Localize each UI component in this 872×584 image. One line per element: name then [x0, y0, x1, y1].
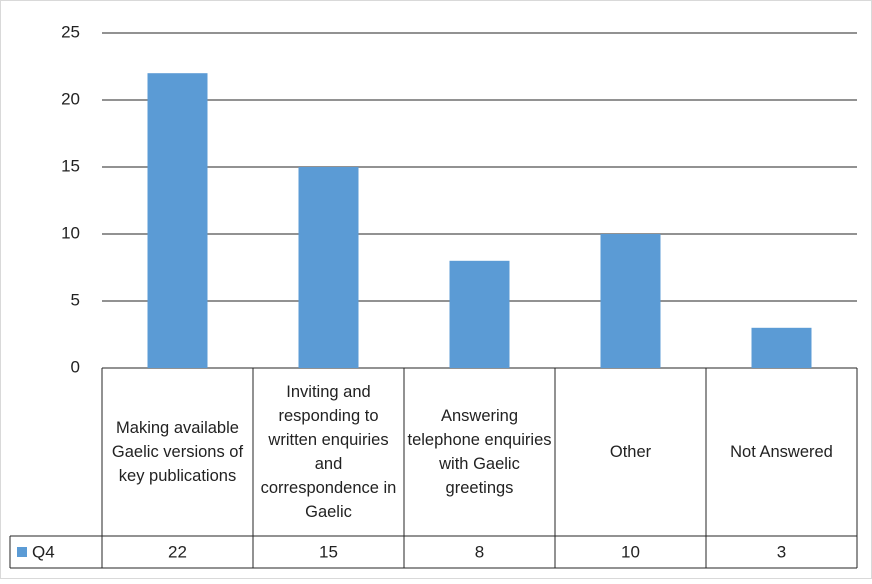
- bar: [600, 234, 661, 368]
- y-tick-label: 5: [71, 290, 80, 309]
- legend-swatch: [17, 547, 27, 557]
- bar: [449, 260, 510, 368]
- y-tick-label: 15: [61, 156, 80, 175]
- table-value: 22: [168, 542, 187, 561]
- category-cell: Making available Gaelic versions of key …: [111, 419, 244, 485]
- category-cell: Not Answered: [730, 443, 833, 461]
- table-value: 15: [319, 542, 338, 561]
- x-tick-label: Other: [609, 443, 652, 461]
- bar: [751, 327, 812, 368]
- y-tick-label: 25: [61, 22, 80, 41]
- table-value: 8: [475, 542, 484, 561]
- bar: [298, 167, 359, 368]
- y-tick-label: 20: [61, 89, 80, 108]
- table-value: 3: [777, 542, 786, 561]
- bar: [147, 73, 208, 368]
- category-cell: Other: [609, 443, 652, 461]
- x-tick-label: Answering telephone enquiries with Gaeli…: [407, 407, 552, 497]
- category-cell: Answering telephone enquiries with Gaeli…: [407, 407, 552, 497]
- y-tick-label: 10: [61, 223, 80, 242]
- table-value: 10: [621, 542, 640, 561]
- legend-label: Q4: [32, 542, 55, 561]
- x-tick-label: Not Answered: [730, 443, 833, 461]
- y-tick-label: 0: [71, 357, 80, 376]
- x-tick-label: Inviting and responding to written enqui…: [260, 383, 397, 521]
- x-tick-label: Making available Gaelic versions of key …: [111, 419, 244, 485]
- category-cell: Inviting and responding to written enqui…: [260, 383, 397, 521]
